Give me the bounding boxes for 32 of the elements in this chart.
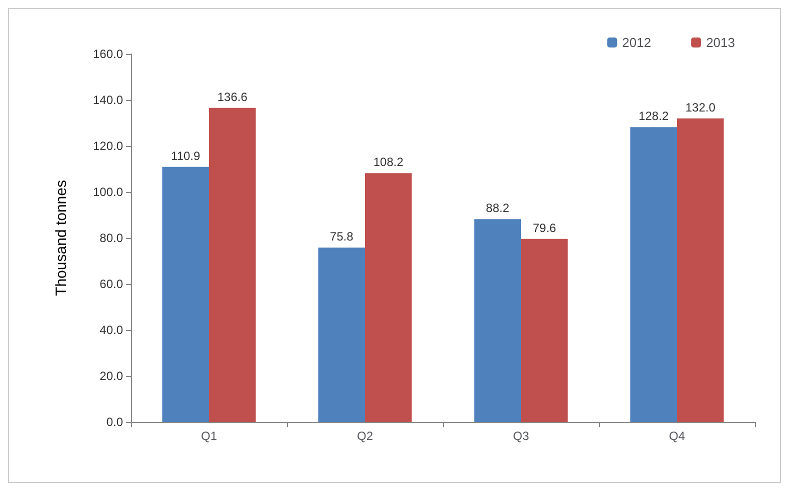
x-tick-label: Q4 (668, 429, 686, 443)
data-label: 136.6 (217, 90, 248, 104)
data-label: 108.2 (373, 155, 404, 170)
y-tick-label: 20.0 (100, 369, 124, 383)
x-tick-label: Q1 (200, 429, 218, 443)
bar (365, 173, 412, 422)
bar (162, 166, 209, 422)
data-label: 79.6 (532, 220, 556, 235)
data-label: 88.2 (486, 201, 510, 216)
data-label: 128.2 (638, 109, 669, 124)
data-label: 132.0 (685, 100, 716, 114)
y-tick-label: 0.0 (106, 415, 124, 429)
y-tick-label: 160.0 (92, 47, 124, 61)
y-tick-label: 140.0 (92, 93, 124, 107)
legend-label: 2013 (706, 35, 735, 50)
data-label: 75.8 (330, 230, 354, 244)
y-tick-label: 100.0 (92, 185, 124, 199)
y-tick-label: 60.0 (100, 277, 124, 291)
y-tick-label: 80.0 (100, 231, 124, 245)
y-tick-label: 40.0 (100, 323, 124, 337)
y-tick-label: 120.0 (92, 139, 124, 153)
bar (318, 248, 365, 422)
x-tick-label: Q2 (356, 429, 374, 443)
bar (677, 118, 724, 422)
legend-label: 2012 (622, 35, 652, 50)
x-tick-label: Q3 (512, 429, 530, 443)
y-axis-title: Thousand tonnes (53, 180, 70, 296)
data-label: 110.9 (171, 148, 200, 163)
bar (521, 238, 568, 422)
bar (630, 127, 677, 422)
bar (209, 108, 256, 422)
bar (474, 219, 521, 422)
